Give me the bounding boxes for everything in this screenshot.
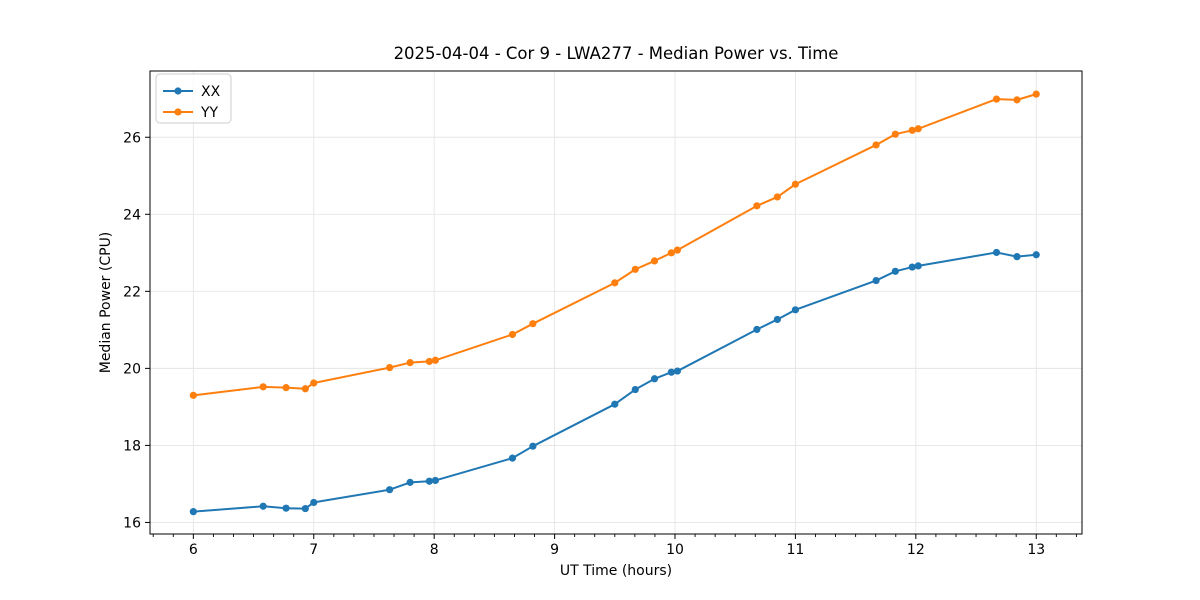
series-yy-marker [753, 202, 761, 210]
series-yy-marker [310, 379, 318, 387]
x-axis-label: UT Time (hours) [560, 563, 672, 579]
series-yy-marker [431, 356, 439, 364]
y-axis-label: Median Power (CPU) [98, 232, 114, 374]
y-tick-label: 16 [123, 515, 141, 531]
legend-marker-xx [174, 87, 182, 95]
series-xx-marker [650, 375, 659, 383]
chart-title: 2025-04-04 - Cor 9 - LWA277 - Median Pow… [394, 44, 839, 63]
series-yy-marker [508, 330, 517, 339]
series-xx-marker [259, 502, 267, 510]
series-yy-marker [992, 95, 1001, 103]
series-yy-marker [259, 383, 267, 391]
series-yy-marker [1032, 90, 1040, 98]
y-tick-label: 20 [123, 361, 141, 377]
series-xx-marker [914, 262, 922, 270]
series-yy-marker [908, 126, 916, 134]
series-xx-marker [992, 248, 1001, 257]
x-tick-label: 7 [309, 542, 318, 558]
x-tick-label: 9 [550, 542, 559, 558]
y-tick-label: 18 [123, 438, 141, 454]
y-tick-label: 24 [123, 207, 141, 223]
plot-border [149, 70, 1083, 535]
series-yy-line [192, 93, 1038, 397]
series-yy-marker [773, 193, 781, 201]
tick-layer: 6 7 8 9 10 11 12 13 16 18 20 22 24 26 [123, 130, 1077, 558]
series-yy-marker [282, 384, 290, 392]
series-xx-marker [891, 267, 899, 275]
series-xx-marker [791, 306, 800, 314]
series-xx-marker [872, 276, 880, 285]
series-yy-marker [667, 249, 675, 257]
series-yy-marker [189, 391, 197, 399]
series-xx-marker [529, 442, 537, 450]
series-yy-marker [891, 130, 899, 138]
series-xx-marker [1032, 251, 1040, 259]
series-yy-marker [425, 357, 433, 366]
series-xx-marker [301, 504, 309, 513]
x-tick-label: 10 [666, 542, 684, 558]
series-yy-marker [611, 279, 619, 287]
series-xx-marker [773, 315, 781, 324]
x-tick-label: 6 [189, 542, 198, 558]
series-yy-marker [1013, 96, 1021, 104]
series-yy-marker [301, 385, 309, 393]
legend: XX YY [155, 73, 232, 124]
series-yy-marker [386, 363, 394, 372]
x-tick-label: 12 [907, 542, 925, 558]
series-layer [189, 90, 1040, 516]
series-xx-marker [406, 478, 414, 486]
series-xx-marker [631, 385, 639, 394]
series-yy-marker [791, 180, 800, 188]
y-tick-label: 22 [123, 284, 141, 300]
legend-label-xx: XX [201, 84, 221, 100]
x-tick-label: 8 [430, 542, 439, 558]
x-tick-label: 13 [1027, 542, 1045, 558]
legend-marker-yy [174, 108, 182, 116]
grid-layer [150, 71, 1082, 534]
series-xx-marker [753, 325, 761, 334]
series-xx-marker [310, 498, 318, 507]
series-xx-marker [425, 477, 433, 485]
series-xx-marker [386, 486, 394, 494]
series-xx-marker [611, 400, 619, 408]
series-xx-marker [282, 504, 290, 512]
series-yy-marker [631, 265, 639, 273]
series-xx-marker [508, 454, 517, 462]
legend-label-yy: YY [200, 105, 219, 121]
series-yy-marker [914, 125, 922, 133]
x-tick-label: 11 [787, 542, 805, 558]
series-xx-marker [1013, 253, 1021, 261]
series-xx-marker [667, 368, 675, 376]
series-yy-marker [529, 320, 537, 328]
series-yy-marker [650, 257, 659, 265]
series-xx-marker [431, 476, 439, 485]
series-xx-marker [908, 263, 916, 271]
series-xx-marker [189, 508, 197, 516]
series-yy-marker [872, 141, 880, 149]
series-yy-marker [673, 246, 682, 254]
y-tick-label: 26 [123, 130, 141, 146]
series-yy-marker [406, 358, 414, 367]
series-xx-marker [673, 367, 682, 375]
